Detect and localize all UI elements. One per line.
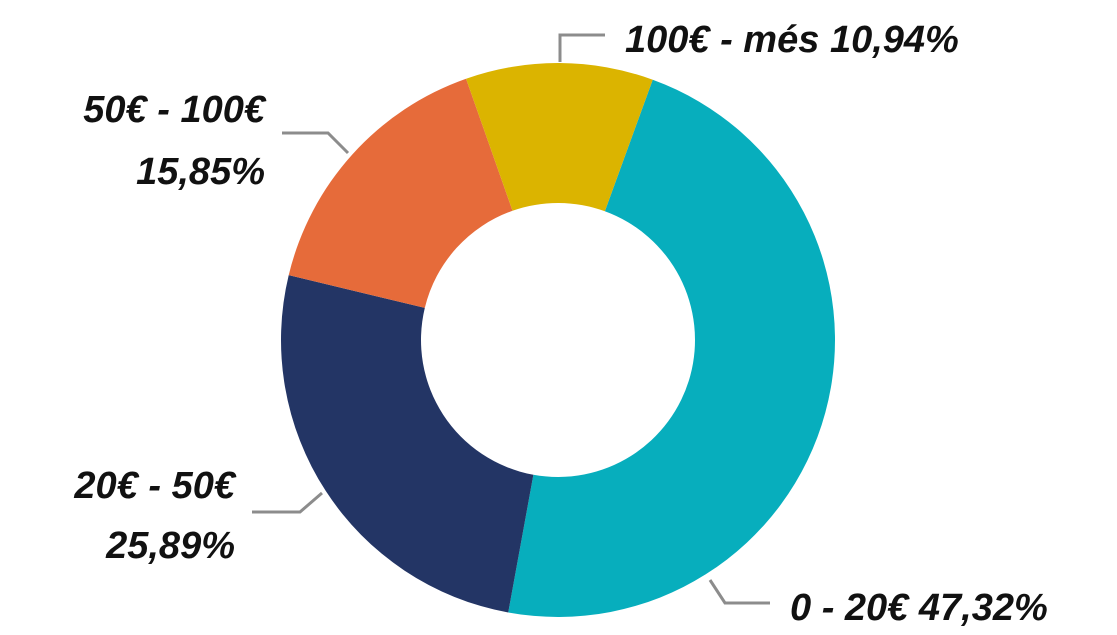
leader-line xyxy=(708,579,770,605)
value-label: 15,85% xyxy=(136,151,265,193)
slice xyxy=(288,78,513,308)
value-label: 47,32% xyxy=(918,587,1048,629)
slice xyxy=(280,275,534,613)
leader-line xyxy=(252,491,323,514)
category-label: 20€ - 50€ xyxy=(73,465,236,507)
value-label: 25,89% xyxy=(105,525,235,567)
slice-label: 20€ - 50€ 25,89% xyxy=(73,465,236,567)
category-label: 50€ - 100€ xyxy=(83,89,267,131)
leader-line xyxy=(558,33,605,62)
slice-label: 50€ - 100€ 15,85% xyxy=(83,89,267,193)
slice xyxy=(508,79,835,618)
leader-line xyxy=(282,131,350,155)
slice-label: 100€ - més 10,94% xyxy=(625,19,959,61)
slices xyxy=(280,63,835,618)
value-label: 10,94% xyxy=(830,19,959,61)
category-label: 0 - 20€ xyxy=(790,587,910,629)
slice-label: 0 - 20€ 47,32% xyxy=(790,587,1048,629)
slice xyxy=(466,63,653,212)
category-label: 100€ - més xyxy=(625,19,819,61)
